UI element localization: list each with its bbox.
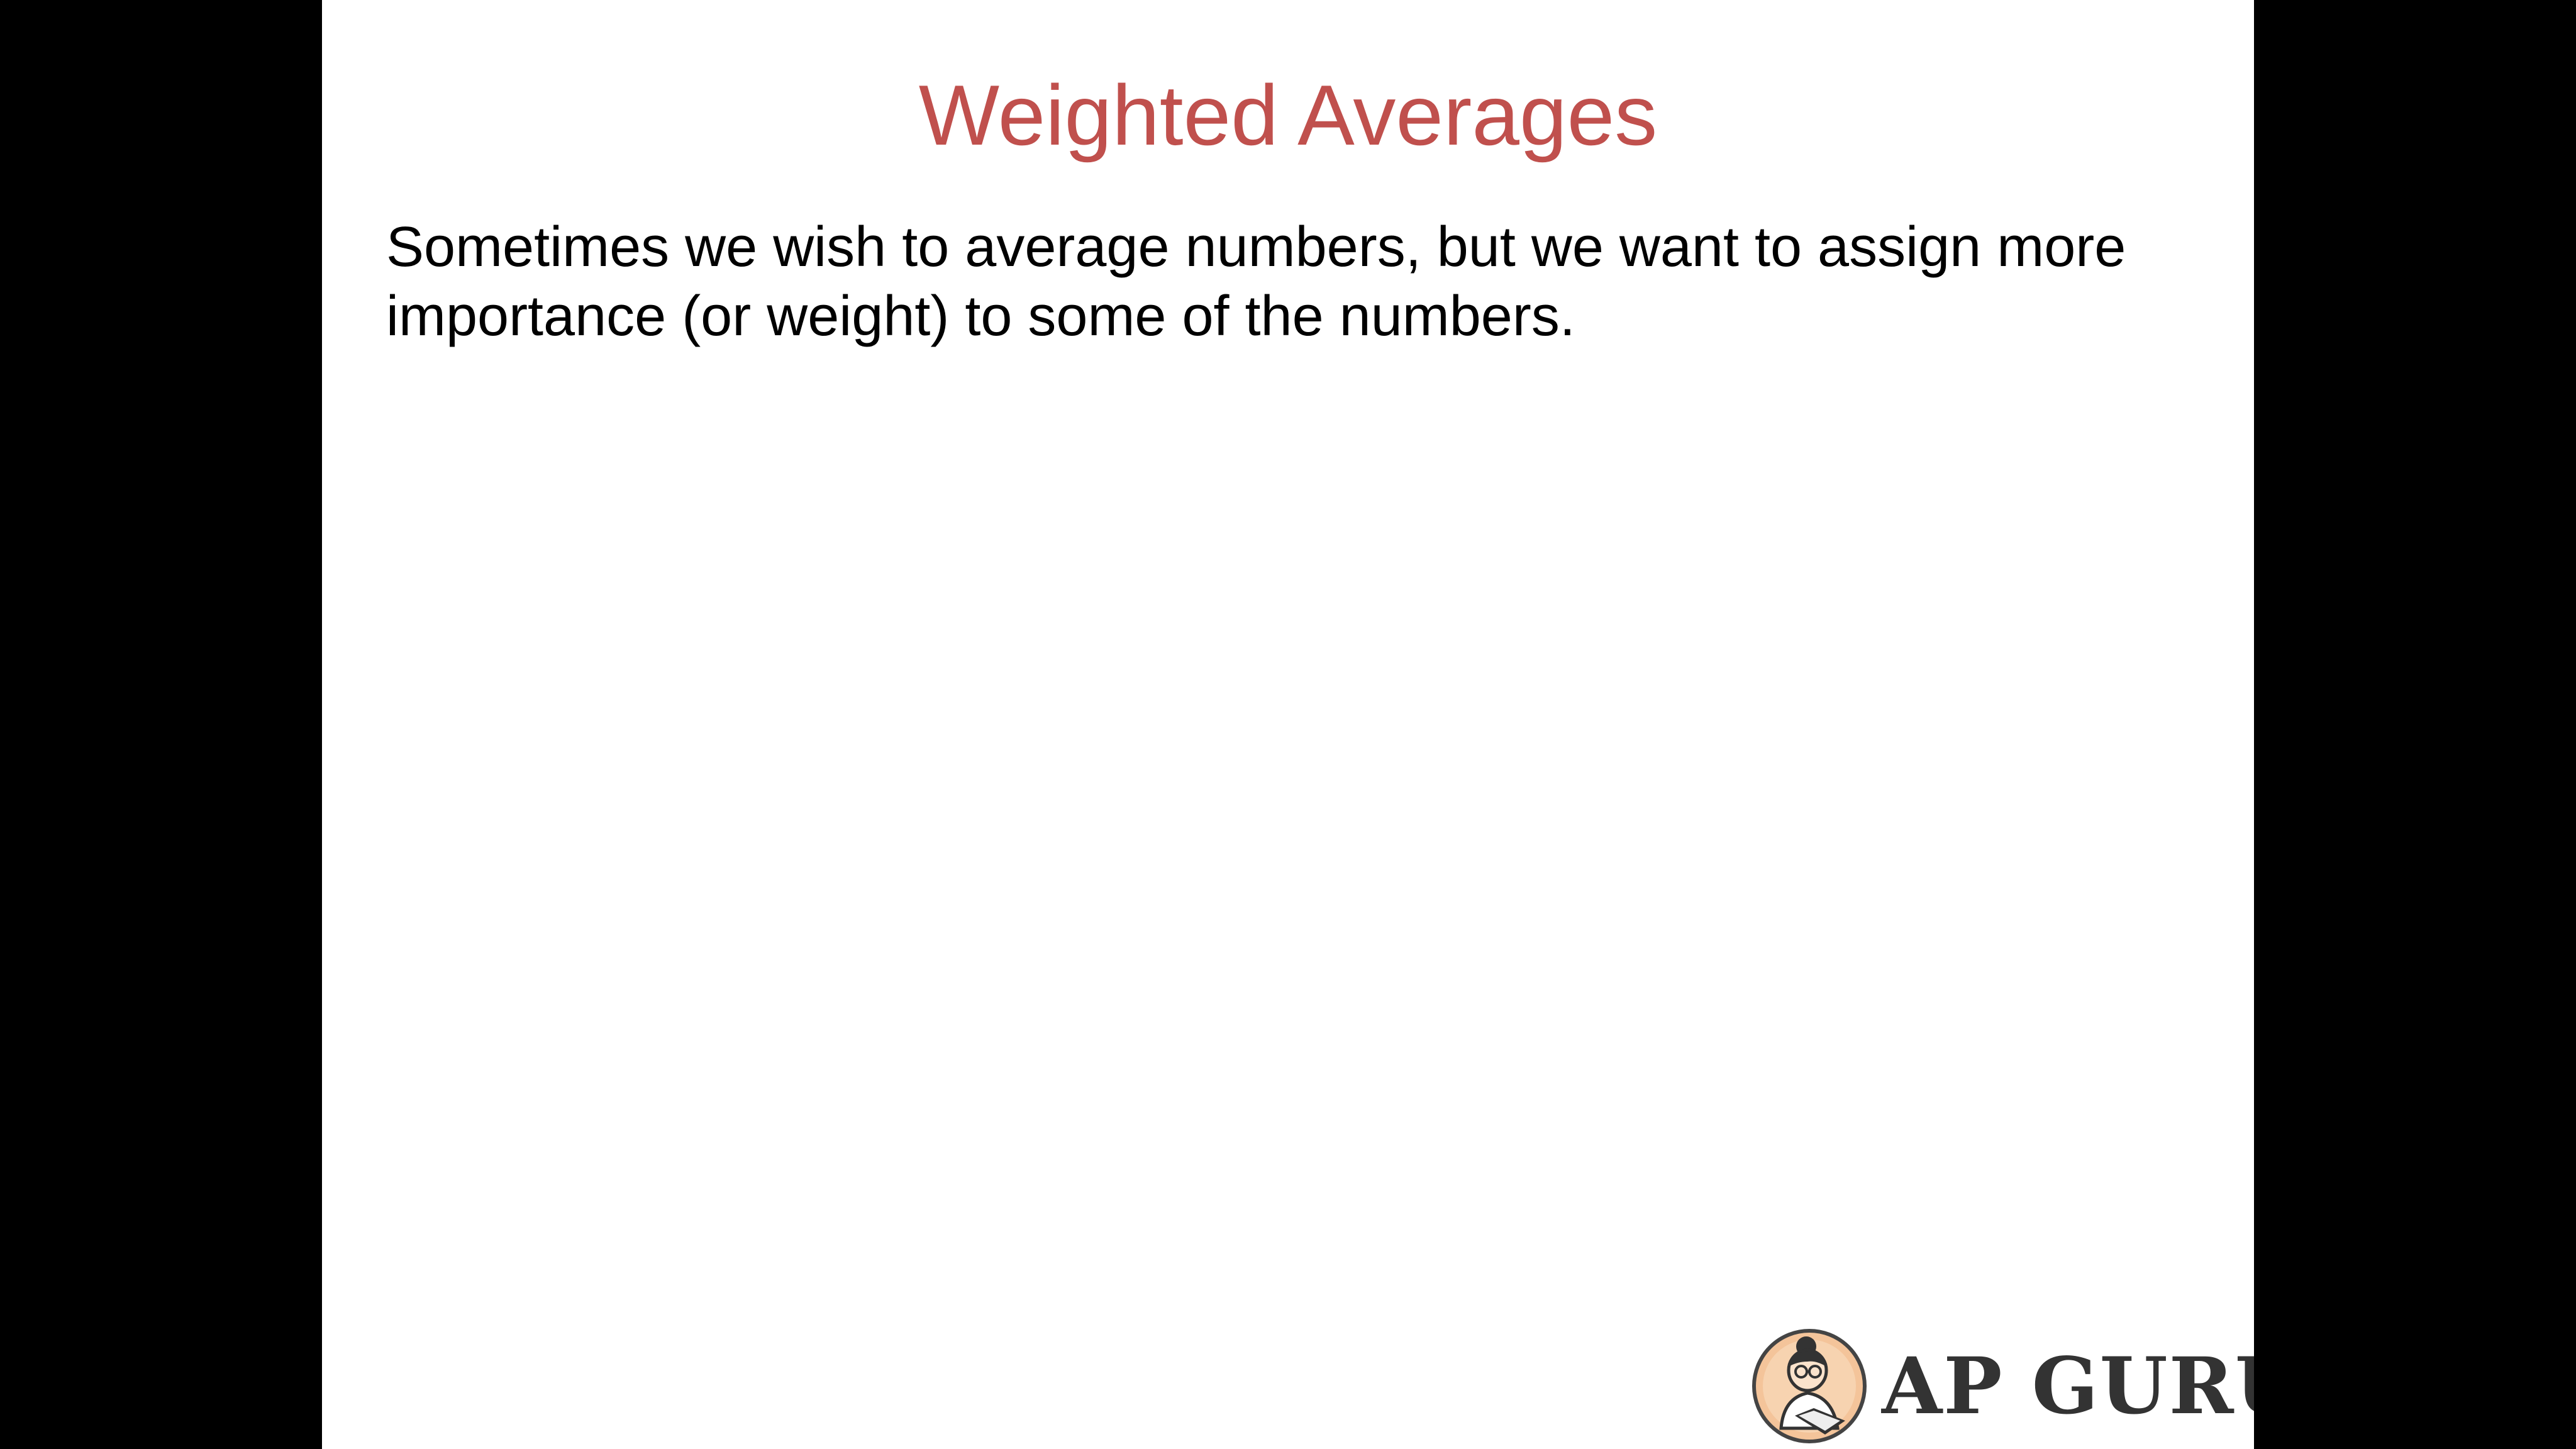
slide: Weighted Averages Sometimes we wish to a… [322, 0, 2254, 1449]
logo-wordmark: AP GURU [1882, 1341, 2254, 1432]
ap-guru-logo: AP GURU [1751, 1318, 2254, 1449]
reader-mascot-icon [1752, 1329, 1867, 1443]
slide-title: Weighted Averages [918, 67, 1658, 163]
slide-body-text: Sometimes we wish to average numbers, bu… [386, 216, 2126, 348]
